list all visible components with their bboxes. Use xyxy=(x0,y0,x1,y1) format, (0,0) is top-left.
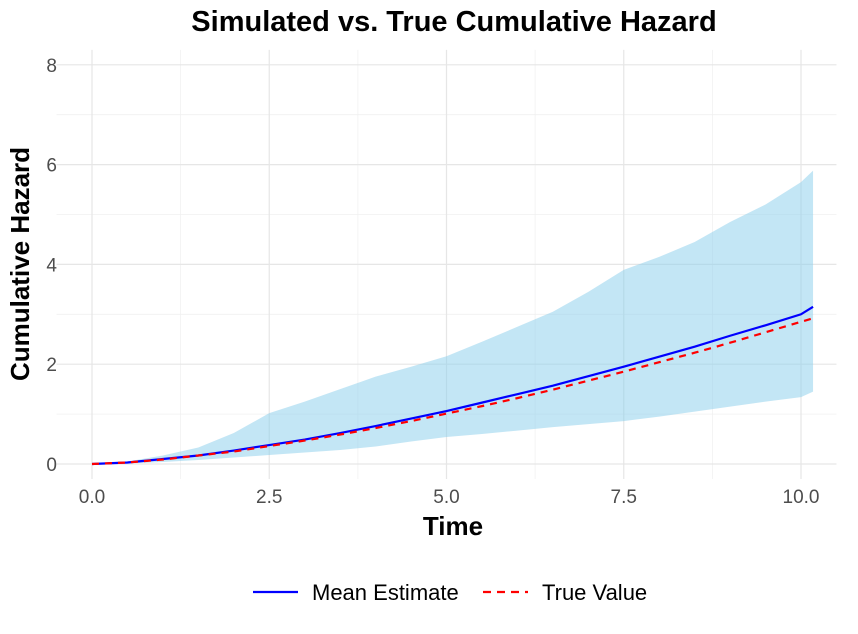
legend-label-true: True Value xyxy=(542,580,647,605)
x-axis-label: Time xyxy=(423,511,483,541)
y-tick-label: 6 xyxy=(46,156,57,177)
x-tick-label: 5.0 xyxy=(433,487,459,508)
legend-label-mean: Mean Estimate xyxy=(312,580,459,605)
confidence-band xyxy=(92,170,814,464)
chart-title: Simulated vs. True Cumulative Hazard xyxy=(191,6,716,38)
x-tick-label: 7.5 xyxy=(611,487,637,508)
x-tick-label: 2.5 xyxy=(256,487,282,508)
x-tick-label: 10.0 xyxy=(783,487,820,508)
y-tick-label: 8 xyxy=(46,56,57,77)
x-tick-label: 0.0 xyxy=(79,487,105,508)
legend: Mean Estimate True Value xyxy=(253,580,647,605)
y-tick-label: 0 xyxy=(46,455,57,476)
mean-estimate-line xyxy=(91,305,814,466)
y-tick-label: 2 xyxy=(46,355,57,376)
y-axis-label: Cumulative Hazard xyxy=(5,147,35,381)
y-tick-label: 4 xyxy=(46,255,57,276)
